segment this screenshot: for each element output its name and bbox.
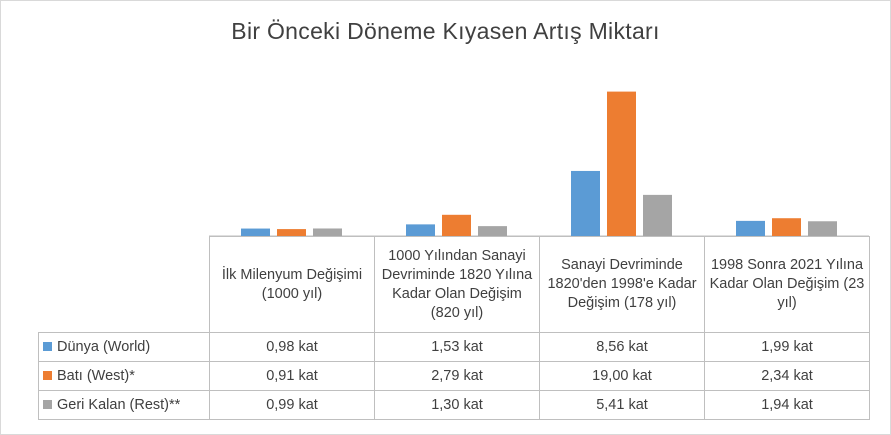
bar-rest-2 xyxy=(478,226,507,236)
bar-world-2 xyxy=(406,224,435,236)
data-label: 8,56 kat xyxy=(539,332,705,362)
data-table-row: Dünya (World) 0,98 kat 1,53 kat 8,56 kat… xyxy=(38,332,870,362)
data-table: İlk Milenyum Değişimi (1000 yıl) 1000 Yı… xyxy=(38,236,870,420)
legend-key-world xyxy=(43,342,52,351)
bar-west-3 xyxy=(607,91,636,236)
legend-key-rest xyxy=(43,400,52,409)
bar-rest-4 xyxy=(808,221,837,236)
data-label: 0,91 kat xyxy=(209,361,375,391)
category-label: Sanayi Devriminde 1820'den 1998'e Kadar … xyxy=(539,236,705,333)
legend-entry: Batı (West)* xyxy=(38,361,210,391)
bar-world-3 xyxy=(571,170,600,236)
category-label: 1998 Sonra 2021 Yılına Kadar Olan Değişi… xyxy=(704,236,870,333)
data-label: 1,94 kat xyxy=(704,390,870,420)
bar-west-1 xyxy=(277,229,306,236)
bar-rest-3 xyxy=(643,194,672,236)
legend-key-west xyxy=(43,371,52,380)
bar-west-4 xyxy=(772,218,801,236)
data-label: 2,79 kat xyxy=(374,361,540,391)
data-label: 1,53 kat xyxy=(374,332,540,362)
data-table-header-row: İlk Milenyum Değişimi (1000 yıl) 1000 Yı… xyxy=(38,236,870,333)
legend-label: Batı (West)* xyxy=(57,368,135,384)
data-label: 0,98 kat xyxy=(209,332,375,362)
bar-world-4 xyxy=(736,220,765,236)
chart-title: Bir Önceki Döneme Kıyasen Artış Miktarı xyxy=(231,18,660,44)
legend-entry: Geri Kalan (Rest)** xyxy=(38,390,210,420)
data-label: 19,00 kat xyxy=(539,361,705,391)
bar-west-2 xyxy=(442,214,471,236)
data-label: 0,99 kat xyxy=(209,390,375,420)
bar-rest-1 xyxy=(313,228,342,236)
bar-world-1 xyxy=(241,228,270,236)
data-table-row: Geri Kalan (Rest)** 0,99 kat 1,30 kat 5,… xyxy=(38,390,870,420)
data-label: 1,99 kat xyxy=(704,332,870,362)
legend-label: Geri Kalan (Rest)** xyxy=(57,397,181,413)
category-label: 1000 Yılından Sanayi Devriminde 1820 Yıl… xyxy=(374,236,540,333)
data-table-corner xyxy=(38,236,210,333)
data-label: 1,30 kat xyxy=(374,390,540,420)
category-label: İlk Milenyum Değişimi (1000 yıl) xyxy=(209,236,375,333)
data-label: 2,34 kat xyxy=(704,361,870,391)
data-label: 5,41 kat xyxy=(539,390,705,420)
legend-label: Dünya (World) xyxy=(57,339,151,355)
data-table-row: Batı (West)* 0,91 kat 2,79 kat 19,00 kat… xyxy=(38,361,870,391)
legend-entry: Dünya (World) xyxy=(38,332,210,362)
